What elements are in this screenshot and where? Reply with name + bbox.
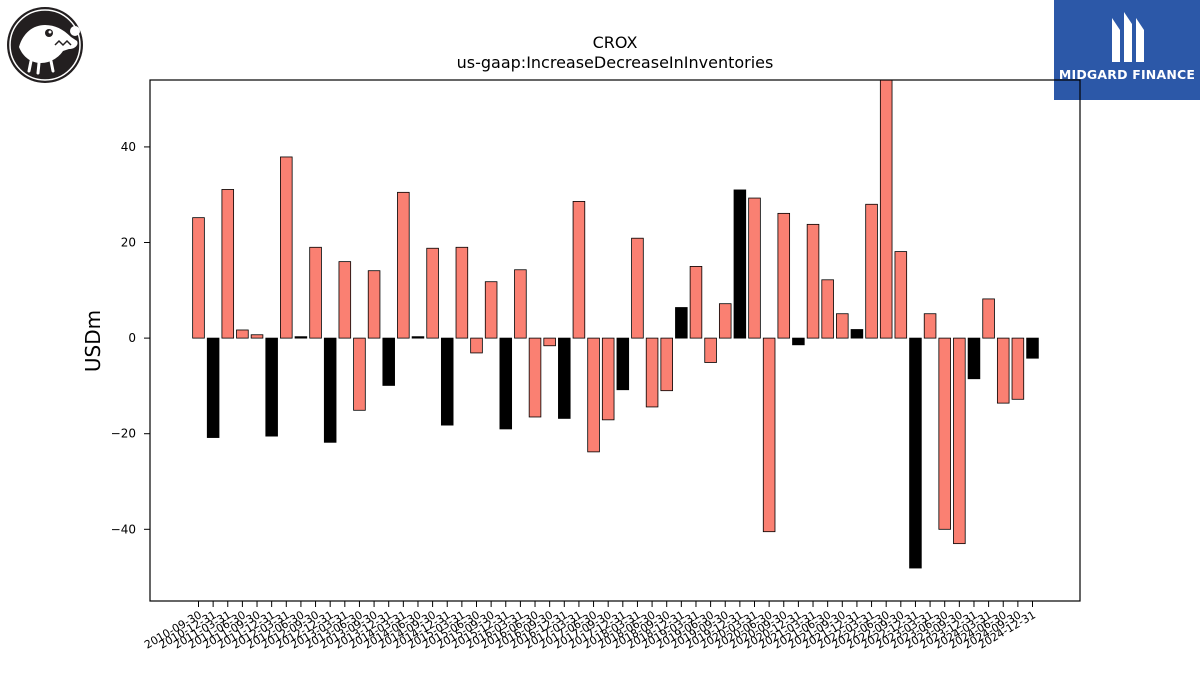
y-axis: −40 −20 0 20 40 (111, 140, 150, 536)
bar-2013-09-30 (367, 270, 381, 339)
bar-2012-03-31 (280, 156, 293, 339)
bar-2016-09-30 (543, 337, 556, 347)
bar-2013-12-31 (382, 337, 395, 386)
bar-2014-03-31 (397, 191, 410, 339)
bar-2020-06-30 (762, 337, 776, 533)
bar-2019-03-31 (689, 266, 703, 339)
bar-2011-03-31 (221, 189, 235, 339)
bar-2015-12-31 (499, 337, 513, 430)
bar-2015-06-30 (470, 337, 483, 354)
chart-title: CROX (593, 33, 638, 52)
bar-2019-09-30 (718, 303, 732, 339)
bar-2022-03-31 (865, 203, 878, 339)
bar-2013-03-31 (338, 261, 352, 339)
bar-2021-03-31 (806, 223, 820, 339)
bar-2017-09-30 (601, 337, 615, 421)
bar-2021-12-31 (850, 329, 864, 339)
bar-2020-12-31 (792, 337, 805, 346)
bar-2011-09-30 (250, 334, 264, 339)
bar-2015-09-30 (484, 281, 498, 339)
bar-2013-06-30 (353, 337, 366, 411)
midgard-logo-mark (1054, 0, 1200, 100)
bar-2012-06-30 (294, 336, 308, 339)
bar-2020-03-31 (748, 197, 761, 339)
bar-2018-06-30 (645, 337, 659, 408)
y-tick-label: 20 (121, 236, 136, 250)
bar-2019-06-30 (704, 337, 717, 363)
y-axis-label: USDm (81, 310, 105, 372)
y-tick-label: −40 (111, 522, 136, 536)
bar-2011-06-30 (236, 329, 249, 339)
bar-2024-09-30 (1011, 337, 1025, 400)
bar-2017-12-31 (616, 337, 630, 391)
bar-2014-06-30 (411, 336, 425, 339)
bar-2024-06-30 (996, 337, 1010, 404)
bar-2022-12-31 (909, 337, 922, 569)
bar-2021-09-30 (836, 313, 849, 339)
y-tick-label: 40 (121, 140, 136, 154)
bar-2023-09-30 (953, 337, 966, 545)
bar-2018-03-31 (631, 237, 644, 339)
bar-2014-12-31 (440, 337, 454, 426)
bar-2024-03-31 (982, 298, 995, 339)
bar-2016-06-30 (528, 337, 542, 418)
x-axis: 2010-09-302010-12-312011-03-312011-06-30… (142, 601, 1038, 652)
bar-2018-12-31 (675, 307, 688, 339)
bar-2018-09-30 (660, 337, 673, 392)
crocodile-logo (7, 7, 83, 83)
bar-2017-03-31 (572, 201, 586, 339)
bar-2022-06-30 (879, 79, 893, 339)
midgard-brand-text: MIDGARD FINANCE (1058, 67, 1196, 82)
y-tick-label: 0 (128, 331, 136, 345)
bar-2021-06-30 (821, 279, 834, 339)
bar-2016-12-31 (558, 337, 571, 419)
bar-2012-09-30 (309, 246, 322, 339)
bar-2012-12-31 (323, 337, 337, 443)
chart-subtitle: us-gaap:IncreaseDecreaseInInventories (457, 53, 774, 72)
bar-2017-06-30 (587, 337, 600, 453)
midgard-finance-logo: MIDGARD FINANCE (1054, 0, 1200, 100)
bar-2019-12-31 (733, 189, 747, 339)
bar-2015-03-31 (455, 246, 469, 339)
bar-2023-06-30 (938, 337, 951, 530)
bar-2016-03-31 (514, 269, 527, 339)
bar-2011-12-31 (265, 337, 278, 437)
bar-2024-12-31 (1026, 337, 1039, 359)
plot-frame (149, 79, 1081, 602)
bar-2023-03-31 (923, 313, 937, 339)
bars-layer (192, 79, 1039, 569)
bar-2010-12-31 (206, 337, 220, 438)
bar-2014-09-30 (426, 247, 439, 339)
bar-2022-09-30 (894, 251, 908, 339)
bar-2010-09-30 (192, 217, 205, 339)
bar-2023-12-31 (967, 337, 981, 380)
y-tick-label: −20 (111, 427, 136, 441)
bar-2020-09-30 (777, 212, 791, 339)
